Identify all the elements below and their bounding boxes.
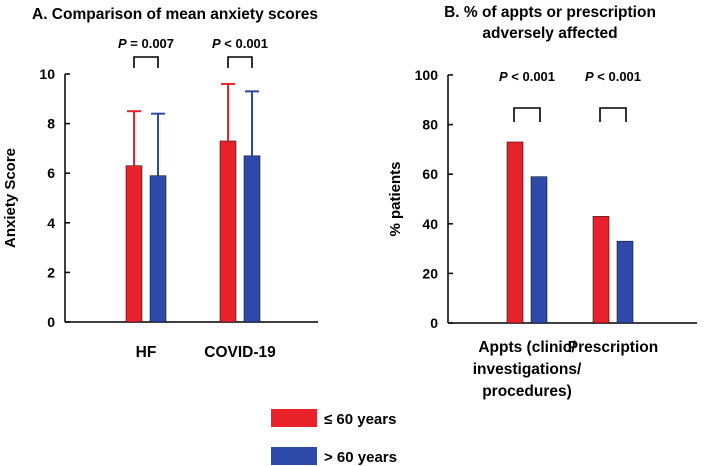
bar-le60 — [125, 165, 143, 323]
chart-panel-a: A. Comparison of mean anxiety scores Anxi… — [2, 6, 318, 361]
y-axis-label: Anxiety Score — [2, 148, 19, 248]
x-category-label: Appts (clinic/ — [478, 339, 576, 356]
significance-bracket — [227, 56, 253, 68]
legend-label-le60: ≤ 60 years — [324, 411, 396, 428]
x-category-label: COVID-19 — [204, 344, 276, 361]
p-value-label: P < 0.001 — [212, 36, 268, 51]
bar-le60 — [506, 141, 524, 324]
y-tick-label: 8 — [47, 116, 55, 132]
y-tick-label: 60 — [422, 166, 438, 182]
bar-gt60 — [243, 155, 261, 323]
p-value-label: P = 0.007 — [118, 36, 174, 51]
significance-bracket — [599, 107, 627, 122]
p-value-label: P < 0.001 — [585, 69, 641, 84]
bar-le60 — [592, 216, 610, 324]
bar-gt60 — [616, 240, 634, 324]
x-category-label: investigations/ — [473, 361, 582, 378]
y-tick-label: 4 — [47, 215, 55, 231]
y-tick-label: 2 — [47, 264, 55, 280]
x-category-label: HF — [136, 344, 157, 361]
chart-title: A. Comparison of mean anxiety scores — [32, 6, 318, 23]
chart-panel-b: B. % of appts or prescription adversely a… — [387, 4, 697, 400]
y-tick-label: 0 — [430, 315, 438, 331]
legend: ≤ 60 years > 60 years — [271, 409, 397, 466]
bar-gt60 — [530, 176, 548, 324]
y-tick-label: 80 — [422, 117, 438, 133]
y-axis-label: % patients — [387, 161, 404, 236]
y-tick-label: 100 — [415, 67, 439, 83]
chart-title: B. % of appts or prescription — [444, 4, 656, 21]
legend-label-gt60: > 60 years — [324, 449, 397, 466]
y-tick-label: 20 — [422, 265, 438, 281]
legend-swatch-le60 — [271, 409, 317, 427]
y-tick-label: 40 — [422, 216, 438, 232]
y-tick-label: 6 — [47, 165, 55, 181]
legend-swatch-gt60 — [271, 447, 317, 465]
bar-le60 — [219, 140, 237, 323]
chart-title: adversely affected — [482, 25, 617, 42]
significance-bracket — [133, 56, 159, 68]
y-tick-label: 0 — [47, 314, 55, 330]
significance-bracket — [513, 107, 541, 122]
x-category-label: procedures) — [482, 383, 572, 400]
bar-gt60 — [149, 175, 167, 323]
x-category-label: Prescription — [568, 339, 658, 356]
p-value-label: P < 0.001 — [499, 69, 555, 84]
y-tick-label: 10 — [39, 66, 55, 82]
